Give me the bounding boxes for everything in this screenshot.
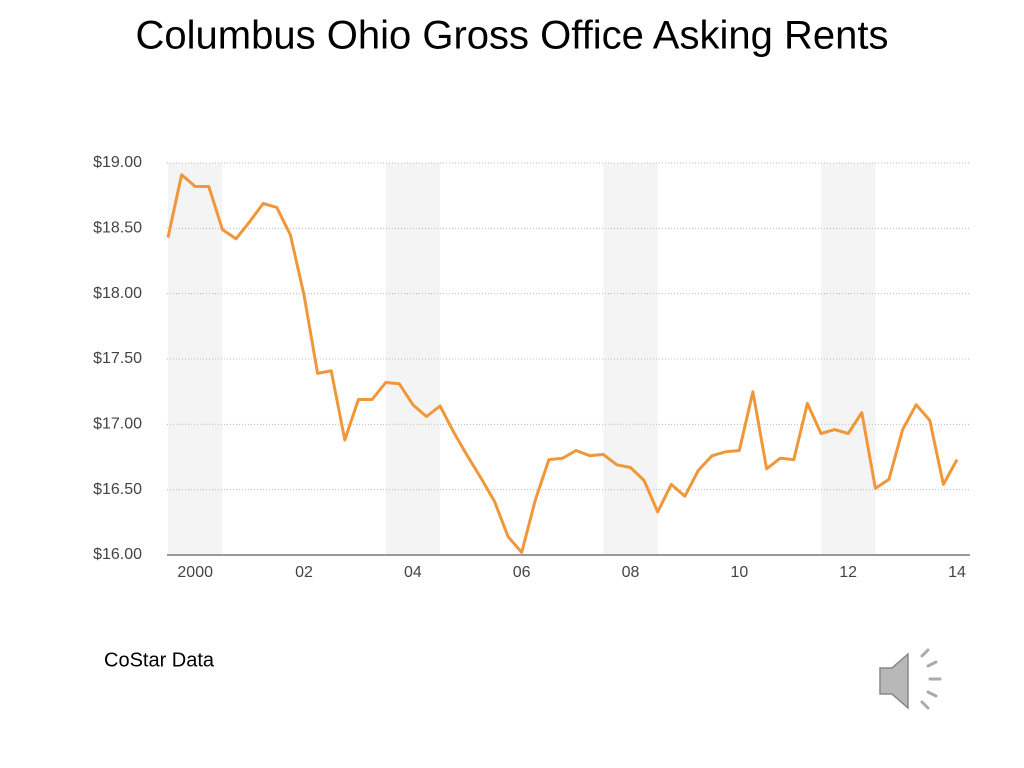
x-tick-label: 08 [622, 564, 640, 581]
x-tick-label: 12 [839, 564, 857, 581]
y-tick-label: $16.50 [93, 481, 142, 498]
x-tick-label: 2000 [177, 564, 213, 581]
x-tick-label: 14 [948, 564, 966, 581]
year-band [168, 163, 223, 555]
y-tick-label: $17.00 [93, 416, 142, 433]
source-note: CoStar Data [104, 649, 215, 671]
y-tick-label: $16.00 [93, 546, 142, 563]
grid [167, 162, 970, 556]
x-tick-label: 02 [295, 564, 313, 581]
y-tick-label: $18.00 [93, 285, 142, 302]
chart-title: Columbus Ohio Gross Office Asking Rents [136, 14, 889, 58]
x-tick-label: 04 [404, 564, 422, 581]
line-series [166, 173, 959, 554]
y-tick-label: $19.00 [93, 154, 142, 171]
y-tick-label: $17.50 [93, 350, 142, 367]
x-tick-label: 10 [730, 564, 748, 581]
x-tick-label: 06 [513, 564, 531, 581]
y-tick-label: $18.50 [93, 220, 142, 237]
speaker-icon [879, 648, 942, 710]
